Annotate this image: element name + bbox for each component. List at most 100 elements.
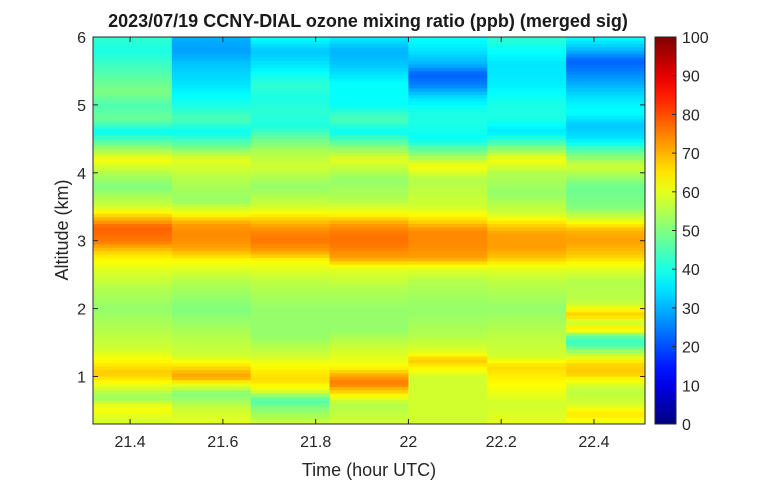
heatmap-cell — [566, 182, 646, 187]
heatmap-cell — [487, 128, 567, 133]
heatmap-cell — [487, 158, 567, 163]
heatmap-cell — [93, 121, 173, 126]
heatmap-cell — [171, 186, 252, 191]
heatmap-cell — [566, 175, 646, 180]
heatmap-cell — [250, 206, 331, 211]
heatmap-cell — [250, 209, 331, 214]
heatmap-cell — [329, 101, 409, 106]
heatmap-cell — [93, 284, 173, 289]
heatmap-cell — [329, 118, 409, 123]
heatmap-cell — [250, 80, 331, 85]
heatmap-cell — [329, 40, 409, 45]
heatmap-cell — [408, 315, 488, 320]
heatmap-cell — [566, 77, 646, 82]
heatmap-cell — [93, 77, 173, 82]
heatmap-cell — [250, 315, 331, 320]
heatmap-cell — [487, 203, 567, 208]
heatmap-cell — [566, 294, 646, 299]
heatmap-cell — [171, 158, 252, 163]
heatmap-cell — [329, 304, 409, 309]
heatmap-cell — [487, 213, 567, 218]
heatmap-cell — [171, 165, 252, 170]
heatmap-cell — [329, 74, 409, 79]
heatmap-cell — [329, 321, 409, 326]
heatmap-cell — [250, 362, 331, 367]
heatmap-cell — [566, 57, 646, 62]
heatmap-cell — [93, 294, 173, 299]
heatmap-cell — [566, 349, 646, 354]
heatmap-cell — [487, 365, 567, 370]
heatmap-cell — [329, 270, 409, 275]
heatmap-cell — [487, 186, 567, 191]
y-tick-label: 3 — [77, 234, 86, 251]
heatmap-cell — [566, 281, 646, 286]
heatmap-cell — [93, 315, 173, 320]
heatmap-cell — [171, 220, 252, 225]
heatmap-cell — [408, 145, 488, 150]
heatmap-cell — [566, 410, 646, 415]
heatmap-cell — [408, 118, 488, 123]
heatmap-cell — [408, 416, 488, 421]
heatmap-cell — [408, 274, 488, 279]
heatmap-cell — [329, 189, 409, 194]
heatmap-cell — [250, 270, 331, 275]
colorbar-tick-label: 10 — [682, 378, 700, 395]
heatmap-cell — [93, 60, 173, 65]
heatmap-cell — [93, 399, 173, 404]
heatmap-cell — [171, 389, 252, 394]
heatmap-cell — [408, 124, 488, 129]
heatmap-cell — [566, 124, 646, 129]
heatmap-cell — [250, 196, 331, 201]
heatmap-cell — [408, 84, 488, 89]
heatmap-cell — [93, 352, 173, 357]
heatmap-cell — [250, 138, 331, 143]
heatmap-cell — [408, 294, 488, 299]
colorbar-tick-label: 100 — [682, 30, 709, 47]
heatmap-cell — [487, 338, 567, 343]
heatmap-cell — [487, 179, 567, 184]
heatmap-cell — [408, 345, 488, 350]
heatmap-cell — [93, 345, 173, 350]
heatmap-cell — [171, 233, 252, 238]
heatmap-cell — [566, 332, 646, 337]
heatmap-cell — [566, 342, 646, 347]
heatmap-cell — [566, 315, 646, 320]
heatmap-cell — [566, 196, 646, 201]
heatmap-cell — [329, 223, 409, 228]
heatmap-cell — [171, 308, 252, 313]
heatmap-cell — [93, 403, 173, 408]
heatmap-cell — [408, 393, 488, 398]
y-tick-label: 1 — [77, 369, 86, 386]
heatmap-cell — [250, 111, 331, 116]
heatmap-cell — [93, 97, 173, 102]
heatmap-cell — [329, 315, 409, 320]
heatmap-cell — [171, 50, 252, 55]
heatmap-cell — [93, 107, 173, 112]
heatmap-cell — [487, 74, 567, 79]
heatmap-cell — [329, 148, 409, 153]
heatmap-cell — [487, 46, 567, 51]
heatmap-cell — [171, 206, 252, 211]
colorbar-tick-label: 90 — [682, 69, 700, 86]
heatmap-cell — [171, 70, 252, 75]
heatmap-cell — [250, 274, 331, 279]
heatmap-cell — [487, 155, 567, 160]
heatmap-cell — [329, 135, 409, 140]
heatmap-cell — [487, 40, 567, 45]
heatmap-cell — [566, 345, 646, 350]
heatmap-cell — [329, 382, 409, 387]
heatmap-cell — [408, 325, 488, 330]
heatmap-cell — [566, 250, 646, 255]
heatmap-cell — [329, 332, 409, 337]
heatmap-cell — [250, 74, 331, 79]
heatmap-cell — [171, 335, 252, 340]
heatmap-cell — [250, 318, 331, 323]
heatmap-cell — [93, 318, 173, 323]
colorbar-tick-label: 50 — [682, 224, 700, 241]
heatmap-cell — [408, 277, 488, 282]
heatmap-cell — [250, 240, 331, 245]
heatmap-cell — [250, 284, 331, 289]
heatmap-cell — [408, 179, 488, 184]
heatmap-cell — [487, 111, 567, 116]
